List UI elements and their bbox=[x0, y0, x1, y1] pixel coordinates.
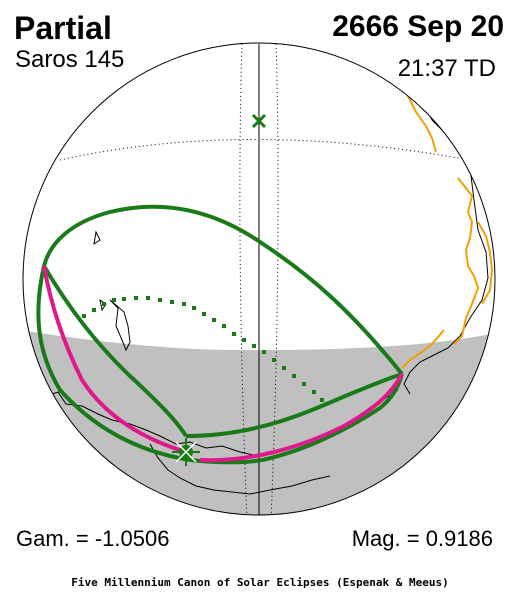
magnitude-value-label: Mag. = 0.9186 bbox=[351, 526, 493, 551]
credit-footer: Five Millennium Canon of Solar Eclipses … bbox=[71, 576, 449, 589]
eclipse-time-label: 21:37 TD bbox=[397, 55, 496, 82]
green-x-marker bbox=[251, 113, 267, 129]
globe-outline bbox=[22, 42, 496, 516]
eclipse-type-title: Partial bbox=[14, 10, 112, 46]
eclipse-limits bbox=[36, 204, 404, 465]
penumbra-outer-right bbox=[261, 373, 404, 462]
gamma-value-label: Gam. = -1.0506 bbox=[16, 526, 170, 551]
penumbra-outer-left bbox=[36, 265, 263, 465]
greatest-eclipse-track bbox=[82, 296, 324, 402]
max-eclipse-curve bbox=[42, 265, 404, 463]
saros-series-label: Saros 145 bbox=[15, 46, 125, 73]
northern-limit-curve bbox=[42, 204, 404, 376]
penumbra-inner-left bbox=[42, 264, 188, 438]
penumbra-inner-right bbox=[185, 372, 403, 438]
green-cross-marker bbox=[172, 438, 200, 466]
eclipse-date-title: 2666 Sep 20 bbox=[332, 10, 504, 43]
